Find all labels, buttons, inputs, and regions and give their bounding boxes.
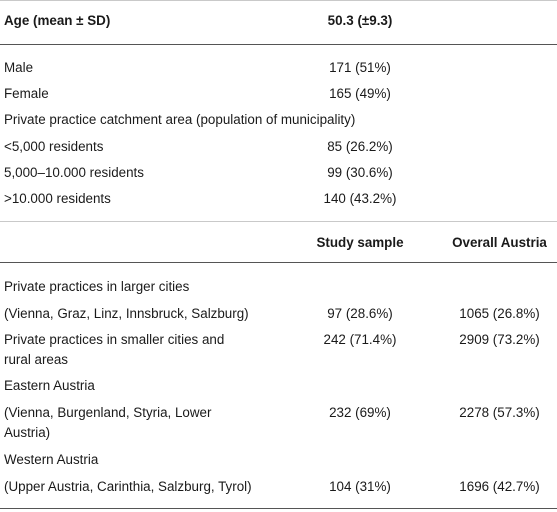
row-label: 5,000–10.000 residents	[4, 165, 144, 180]
header-rule	[0, 44, 557, 45]
row-label: Eastern Austria	[4, 378, 95, 393]
row-label: Male	[4, 60, 34, 75]
study-value: 242 (71.4%)	[323, 332, 397, 347]
row-label: Western Austria	[4, 452, 99, 467]
row-value: 85 (26.2%)	[327, 139, 393, 154]
overall-value: 2909 (73.2%)	[459, 332, 540, 347]
row-value: 165 (49%)	[329, 86, 391, 101]
row-label: Private practices in smaller cities and	[4, 332, 225, 347]
subheader-rule	[0, 262, 557, 263]
row-label: (Vienna, Graz, Linz, Innsbruck, Salzburg…	[4, 306, 249, 321]
row-label: Private practices in larger cities	[4, 279, 190, 294]
row-label: >10.000 residents	[4, 191, 111, 206]
row-label: Austria)	[4, 425, 51, 440]
row-label: (Upper Austria, Carinthia, Salzburg, Tyr…	[4, 479, 252, 494]
overall-value: 2278 (57.3%)	[459, 405, 540, 420]
study-value: 232 (69%)	[329, 405, 391, 420]
row-label: Female	[4, 86, 49, 101]
row-label: (Vienna, Burgenland, Styria, Lower	[4, 405, 212, 420]
study-sample-header: Study sample	[316, 235, 404, 250]
row-label: rural areas	[4, 352, 69, 367]
overall-austria-header: Overall Austria	[452, 235, 547, 250]
age-label: Age (mean ± SD)	[4, 13, 111, 28]
row-label: <5,000 residents	[4, 139, 104, 154]
study-value: 97 (28.6%)	[327, 306, 393, 321]
row-value: 99 (30.6%)	[327, 165, 393, 180]
section-rule	[0, 221, 557, 222]
top-rule	[0, 0, 557, 1]
row-value: 140 (43.2%)	[323, 191, 397, 206]
age-value: 50.3 (±9.3)	[327, 13, 393, 28]
bottom-rule	[0, 508, 557, 509]
overall-value: 1696 (42.7%)	[459, 479, 540, 494]
row-label: Private practice catchment area (populat…	[4, 112, 356, 127]
overall-value: 1065 (26.8%)	[459, 306, 540, 321]
row-value: 171 (51%)	[329, 60, 391, 75]
study-value: 104 (31%)	[329, 479, 391, 494]
